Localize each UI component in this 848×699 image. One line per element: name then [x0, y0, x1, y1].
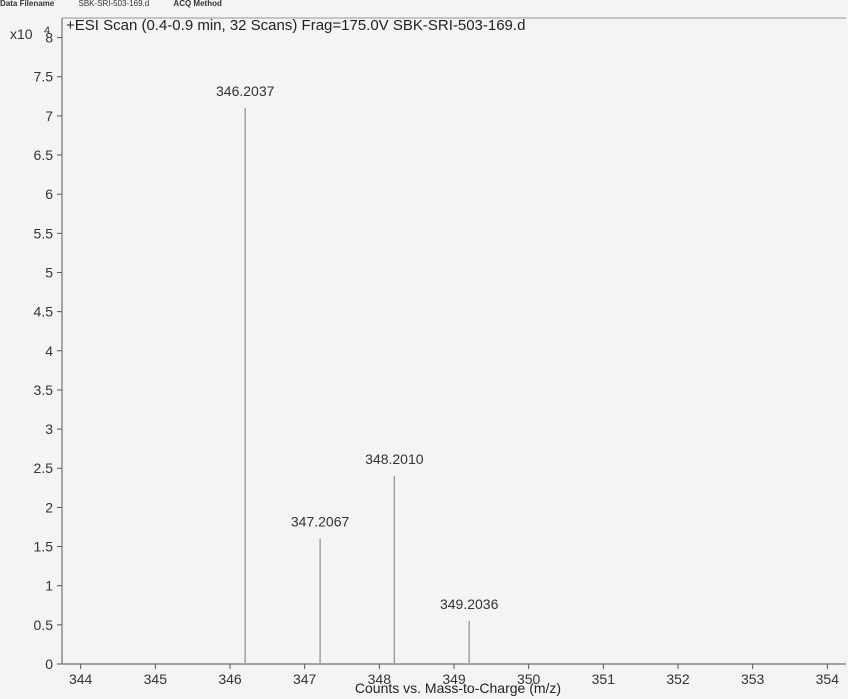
x-tick-label: 354	[816, 671, 840, 687]
y-tick-label: 1	[45, 578, 53, 594]
chart-title: +ESI Scan (0.4-0.9 min, 32 Scans) Frag=1…	[66, 17, 525, 34]
acq-method-label: ACQ Method	[173, 0, 222, 8]
y-tick-label: 2.5	[34, 460, 54, 476]
y-tick-label: 7.5	[34, 69, 54, 85]
data-file-header: Data Filename SBK-SRI-503-169.d ACQ Meth…	[0, 0, 848, 10]
x-tick-label: 351	[592, 671, 616, 687]
peak-label: 349.2036	[440, 596, 499, 612]
y-tick-label: 6.5	[34, 147, 54, 163]
x-tick-label: 348	[368, 671, 392, 687]
x-tick-label: 350	[517, 671, 541, 687]
y-tick-label: 2	[45, 499, 53, 515]
x-tick-label: 352	[666, 671, 690, 687]
x-axis-title: Counts vs. Mass-to-Charge (m/z)	[355, 680, 561, 696]
y-tick-label: 4	[45, 343, 53, 359]
y-tick-label: 5	[45, 264, 53, 280]
x-tick-label: 347	[293, 671, 317, 687]
y-tick-label: 0.5	[34, 617, 54, 633]
y-multiplier-label: x10	[10, 26, 33, 42]
y-tick-label: 4.5	[34, 304, 54, 320]
x-ticks: 344 345 346 347 348 349 350 351 352 353 354	[69, 664, 839, 687]
peak-label: 346.2037	[216, 83, 275, 99]
y-tick-label: 6	[45, 186, 53, 202]
x-tick-label: 346	[218, 671, 242, 687]
y-tick-label: 3	[45, 421, 53, 437]
x-tick-label: 349	[442, 671, 466, 687]
peak-label: 348.2010	[365, 451, 424, 467]
y-tick-label: 3.5	[34, 382, 54, 398]
y-tick-label: 7	[45, 108, 53, 124]
y-tick-label: 5.5	[34, 225, 54, 241]
filename-value: SBK-SRI-503-169.d	[78, 0, 150, 8]
y-multiplier-exponent: 4	[44, 25, 50, 37]
x-tick-label: 344	[69, 671, 93, 687]
y-tick-label: 8	[45, 30, 53, 46]
peaks: 346.2037 347.2067 348.2010 349.2036	[216, 83, 499, 664]
y-ticks: 0 0.5 1 1.5 2 2.5 3 3.5 4 4.5 5 5.5 6 6.5 7 7.5 8	[34, 30, 62, 672]
x-tick-label: 353	[741, 671, 765, 687]
peak-label: 347.2067	[291, 514, 350, 530]
plot-frame	[61, 17, 846, 665]
y-tick-label: 0	[45, 656, 53, 672]
x-tick-label: 345	[144, 671, 168, 687]
filename-label: Data Filename	[0, 0, 55, 8]
y-tick-label: 1.5	[34, 539, 54, 555]
